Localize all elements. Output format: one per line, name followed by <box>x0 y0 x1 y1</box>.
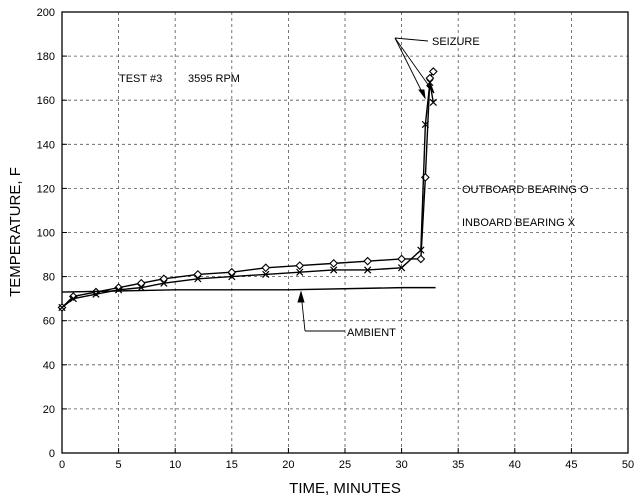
x-tick-label: 40 <box>509 459 521 471</box>
x-tick-label: 20 <box>282 459 294 471</box>
grid-lines <box>62 12 628 453</box>
legend-outboard-bearing: OUTBOARD BEARING O <box>462 184 589 196</box>
axis-ticks: 0 5 10 15 20 25 30 35 40 45 50 0 20 40 60 80 100 120 140 16… <box>37 7 634 471</box>
y-tick-label: 160 <box>37 95 55 107</box>
y-tick-label: 180 <box>37 51 55 63</box>
inboard-bearing-point <box>58 303 66 312</box>
test-label: TEST #3 <box>119 73 162 85</box>
inboard-bearing-point <box>114 286 123 294</box>
outboard-bearing-point <box>295 261 305 270</box>
inboard-bearing-point <box>417 246 425 254</box>
outboard-bearing-point <box>363 256 373 266</box>
inboard-bearing-point <box>397 264 406 272</box>
inboard-bearing-point <box>262 270 270 279</box>
inboard-bearing-point <box>228 272 236 281</box>
x-tick-label: 30 <box>395 459 407 471</box>
x-tick-label: 45 <box>565 459 577 471</box>
y-tick-label: 40 <box>43 360 55 372</box>
seizure-label: SEIZURE <box>432 36 480 48</box>
y-tick-label: 20 <box>43 404 55 416</box>
inboard-bearing-point <box>296 268 304 276</box>
y-tick-label: 140 <box>37 139 55 151</box>
y-tick-label: 80 <box>43 272 55 284</box>
x-tick-label: 50 <box>622 459 634 471</box>
inboard-bearing-point <box>364 266 372 274</box>
ambient-label: AMBIENT <box>347 327 396 339</box>
rpm-label: 3595 RPM <box>188 73 240 85</box>
inboard-bearing-point <box>160 279 168 287</box>
y-tick-label: 0 <box>49 448 55 460</box>
x-tick-label: 0 <box>59 459 65 471</box>
legend-inboard-bearing: INBOARD BEARING X <box>462 217 576 229</box>
seizure-arrows <box>394 37 435 100</box>
inboard-bearing-point <box>194 275 202 283</box>
x-tick-label: 25 <box>339 459 351 471</box>
y-axis-title: TEMPERATURE, F <box>7 167 24 297</box>
inboard-bearing-point <box>330 266 338 274</box>
x-tick-label: 5 <box>116 459 122 471</box>
ambient-arrow <box>297 290 345 332</box>
inboard-bearing-point <box>429 98 437 107</box>
outboard-bearing-point <box>416 254 426 264</box>
outboard-bearing-line <box>61 71 434 308</box>
outboard-bearing-point <box>428 67 438 76</box>
ambient-line <box>61 286 436 293</box>
y-tick-label: 100 <box>37 228 55 240</box>
data-series <box>57 67 438 312</box>
outboard-bearing-point <box>261 263 271 273</box>
x-axis-title: TIME, MINUTES <box>289 480 401 497</box>
y-tick-label: 60 <box>43 316 55 328</box>
inboard-bearing-point <box>69 295 77 303</box>
inboard-bearing-line <box>61 82 434 309</box>
x-tick-label: 15 <box>226 459 238 471</box>
y-tick-label: 120 <box>37 183 55 195</box>
inboard-bearing-point <box>421 120 429 129</box>
outboard-bearing-point <box>397 254 406 264</box>
x-tick-label: 10 <box>169 459 181 471</box>
outboard-bearing-point <box>329 258 339 268</box>
x-tick-label: 35 <box>452 459 464 471</box>
y-tick-label: 200 <box>37 7 55 19</box>
